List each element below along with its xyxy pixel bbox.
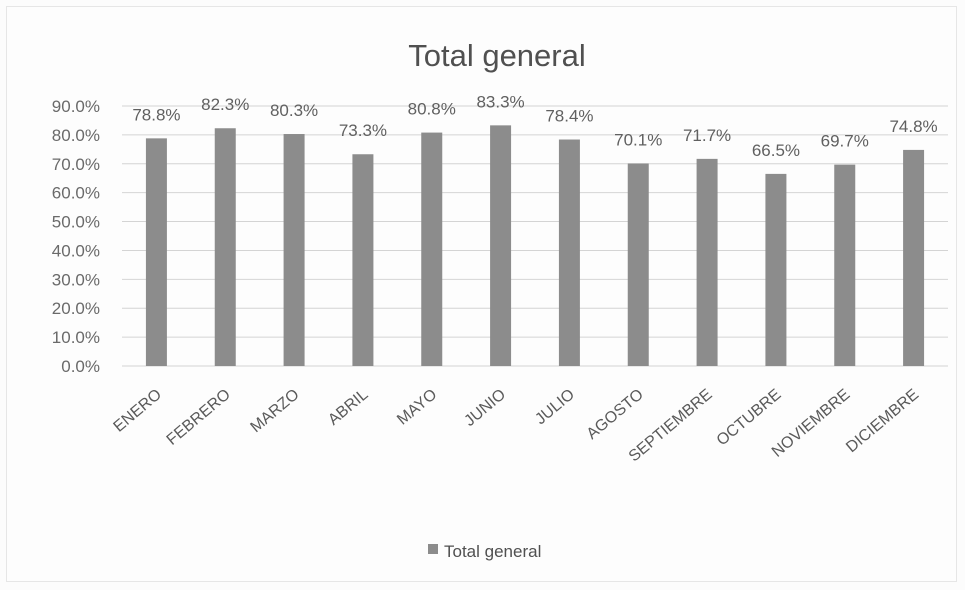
y-tick-label: 0.0% [61,357,100,376]
bar [834,164,856,366]
data-label: 80.3% [270,101,318,120]
data-label: 71.7% [683,126,731,145]
bar [696,158,718,366]
y-tick-label: 50.0% [52,213,100,232]
data-label: 69.7% [821,132,869,151]
data-label: 73.3% [339,121,387,140]
data-label: 66.5% [752,141,800,160]
bar [283,134,305,366]
category-label: MAYO [394,386,440,429]
bar [214,128,236,366]
y-tick-label: 20.0% [52,299,100,318]
bar [627,163,649,366]
bar [765,173,787,366]
chart-title: Total general [408,38,586,73]
data-label: 78.8% [132,105,180,124]
bar [558,139,580,366]
y-tick-label: 60.0% [52,184,100,203]
category-label: MARZO [247,386,302,436]
y-tick-label: 90.0% [52,97,100,116]
category-label: DICIEMBRE [843,386,922,456]
bar [421,132,443,366]
bar [352,154,374,366]
y-tick-label: 40.0% [52,241,100,260]
legend-label: Total general [444,542,541,561]
category-label: ABRIL [325,386,371,429]
legend: Total general [428,542,541,561]
data-labels: 78.8% 82.3% 80.3% 73.3% 80.8% 83.3% 78.4% 70.1%… [132,92,937,160]
data-label: 80.8% [408,100,456,119]
y-axis-ticks: 0.0% 10.0% 20.0% 30.0% 40.0% 50.0% 60.0% 70.0% 8… [52,97,100,376]
bar [903,149,925,366]
gridlines [122,105,948,367]
data-label: 70.1% [614,130,662,149]
category-label: ENERO [110,386,165,436]
y-tick-label: 30.0% [52,270,100,289]
category-label: OCTUBRE [714,386,785,449]
legend-swatch [428,544,438,554]
y-tick-label: 10.0% [52,328,100,347]
y-tick-label: 70.0% [52,155,100,174]
data-label: 83.3% [476,92,524,111]
data-label: 74.8% [889,117,937,136]
bars [145,125,925,366]
bar [490,125,512,366]
category-label: JULIO [532,386,578,428]
category-label: FEBRERO [164,386,234,449]
category-label: AGOSTO [584,386,647,443]
data-label: 78.4% [545,107,593,126]
category-label: JUNIO [461,386,509,430]
bar [145,138,167,366]
data-label: 82.3% [201,95,249,114]
y-tick-label: 80.0% [52,126,100,145]
